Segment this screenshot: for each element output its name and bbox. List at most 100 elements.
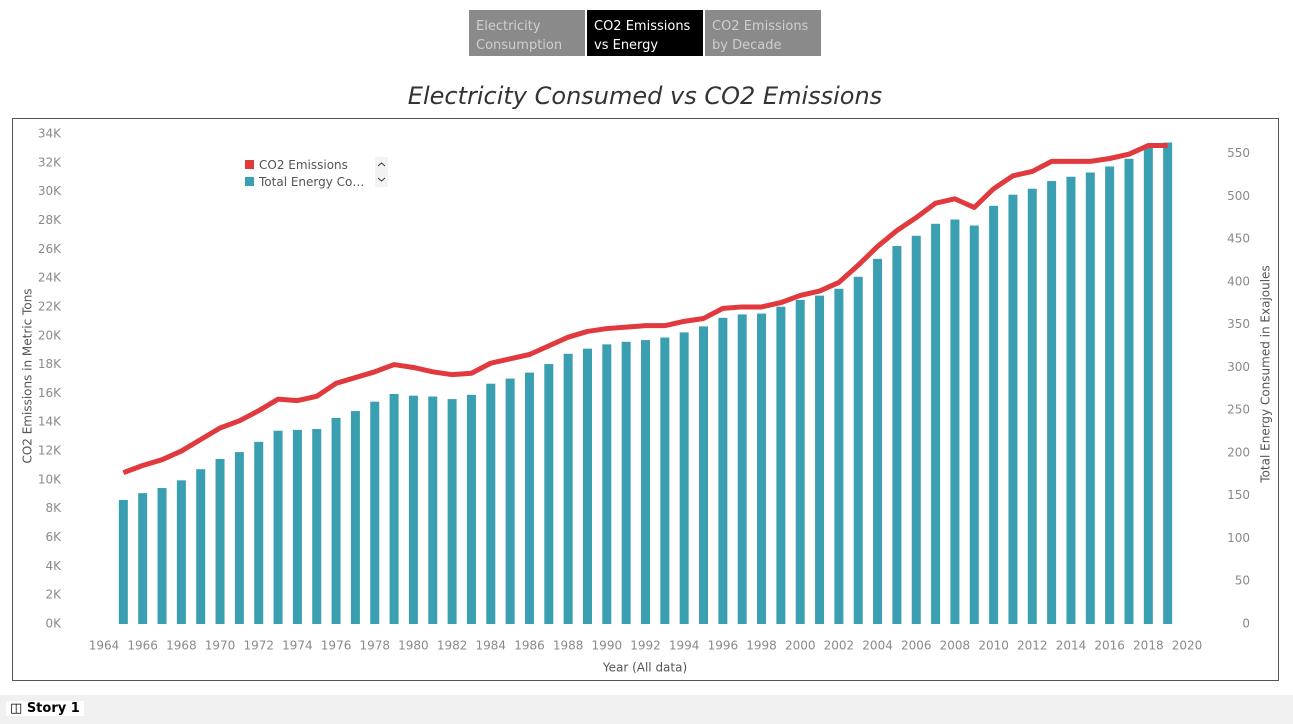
legend-scroller[interactable] — [375, 157, 388, 187]
y-tick-label: 28K — [38, 213, 62, 227]
story-tab[interactable]: CO2 Emissions vs Energy — [587, 10, 703, 56]
y-tick-label: 24K — [38, 271, 62, 285]
y-tick-label: 34K — [38, 127, 62, 141]
x-tick-label: 2008 — [940, 639, 971, 653]
y2-tick-label: 350 — [1227, 317, 1250, 331]
bar — [524, 372, 534, 624]
bar — [389, 393, 399, 624]
x-tick-label: 1992 — [630, 639, 661, 653]
chart-frame — [12, 118, 1279, 681]
y-tick-label: 16K — [38, 386, 62, 400]
y-tick-label: 12K — [38, 444, 62, 458]
bar — [176, 480, 186, 624]
y-tick-label: 30K — [38, 184, 62, 198]
x-tick-label: 1966 — [127, 639, 158, 653]
bar — [408, 395, 418, 624]
bar — [292, 429, 302, 624]
bar — [873, 258, 883, 624]
x-tick-label: 1970 — [205, 639, 236, 653]
x-tick-label: 2014 — [1056, 639, 1087, 653]
x-tick-label: 2016 — [1094, 639, 1125, 653]
x-tick-label: 1998 — [746, 639, 777, 653]
bar — [466, 394, 476, 624]
scroll-arrows — [377, 162, 386, 182]
y2-tick-label: 150 — [1227, 488, 1250, 502]
bar — [1008, 194, 1018, 625]
y2-tick-label: 200 — [1227, 445, 1250, 459]
x-axis-title: Year (All data) — [602, 661, 687, 675]
legend-item[interactable]: CO2 Emissions — [245, 158, 370, 172]
y2-tick-label: 500 — [1227, 189, 1250, 203]
bar — [331, 417, 341, 624]
bar — [853, 276, 863, 624]
x-tick-label: 2000 — [785, 639, 816, 653]
x-tick-label: 1976 — [321, 639, 352, 653]
bar — [660, 337, 670, 624]
bar — [254, 441, 264, 624]
bar — [1066, 176, 1076, 624]
y2-tick-label: 0 — [1242, 617, 1250, 631]
x-tick-label: 1986 — [514, 639, 545, 653]
bar — [350, 411, 360, 624]
y-tick-label: 26K — [38, 242, 62, 256]
bar — [911, 235, 921, 625]
bar — [1085, 172, 1095, 624]
bar — [447, 399, 457, 624]
chart-title: Electricity Consumed vs CO2 Emissions — [408, 82, 882, 110]
x-tick-label: 2006 — [901, 639, 932, 653]
y2-tick-label: 300 — [1227, 360, 1250, 374]
bar — [370, 401, 380, 624]
bar — [157, 488, 167, 624]
bar — [757, 313, 767, 624]
legend-swatch — [245, 177, 254, 186]
x-tick-label: 1990 — [592, 639, 623, 653]
story-tab[interactable]: ◫ Story 1 — [6, 701, 84, 716]
bar — [892, 246, 902, 625]
bar — [582, 348, 592, 624]
y2-tick-label: 250 — [1227, 403, 1250, 417]
y2-axis-title: Total Energy Consumed in Exajoules — [1259, 265, 1273, 483]
y-tick-label: 0K — [45, 617, 62, 631]
y2-tick-label: 550 — [1227, 146, 1250, 160]
bar — [776, 306, 786, 624]
bar — [718, 317, 728, 624]
bar — [1047, 181, 1057, 625]
y-tick-label: 2K — [45, 588, 62, 602]
bar — [602, 344, 612, 624]
bar — [989, 205, 999, 624]
y-tick-label: 4K — [45, 559, 62, 573]
bar — [621, 341, 631, 624]
bar — [1163, 142, 1173, 624]
x-tick-label: 1988 — [553, 639, 584, 653]
bar — [931, 223, 941, 624]
x-tick-label: 2002 — [824, 639, 855, 653]
y2-tick-label: 450 — [1227, 232, 1250, 246]
y-tick-label: 6K — [45, 530, 62, 544]
bar — [196, 469, 206, 624]
legend-label: Total Energy Consumed — [259, 175, 370, 189]
story-tab[interactable]: Electricity Consumption — [469, 10, 585, 56]
y2-tick-label: 400 — [1227, 274, 1250, 288]
bar — [679, 332, 689, 624]
y2-tick-label: 100 — [1227, 531, 1250, 545]
bar — [1124, 158, 1134, 624]
y-tick-label: 8K — [45, 501, 62, 515]
bar — [969, 225, 979, 625]
y-tick-label: 18K — [38, 357, 62, 371]
x-tick-label: 1984 — [476, 639, 507, 653]
story-tab[interactable]: CO2 Emissions by Decade — [705, 10, 821, 56]
bar — [641, 340, 650, 624]
legend-item[interactable]: Total Energy Consumed — [245, 175, 370, 189]
y-tick-label: 32K — [38, 155, 62, 169]
bar — [273, 430, 283, 624]
bar — [1105, 166, 1115, 624]
x-tick-label: 1982 — [437, 639, 468, 653]
x-tick-label: 2012 — [1017, 639, 1048, 653]
y-tick-label: 10K — [38, 472, 62, 486]
bar — [428, 396, 438, 624]
bar — [215, 458, 225, 624]
story-bar: ◫ Story 1 — [0, 695, 1293, 724]
bar — [138, 493, 148, 624]
x-tick-label: 1964 — [89, 639, 120, 653]
x-tick-label: 1972 — [243, 639, 274, 653]
